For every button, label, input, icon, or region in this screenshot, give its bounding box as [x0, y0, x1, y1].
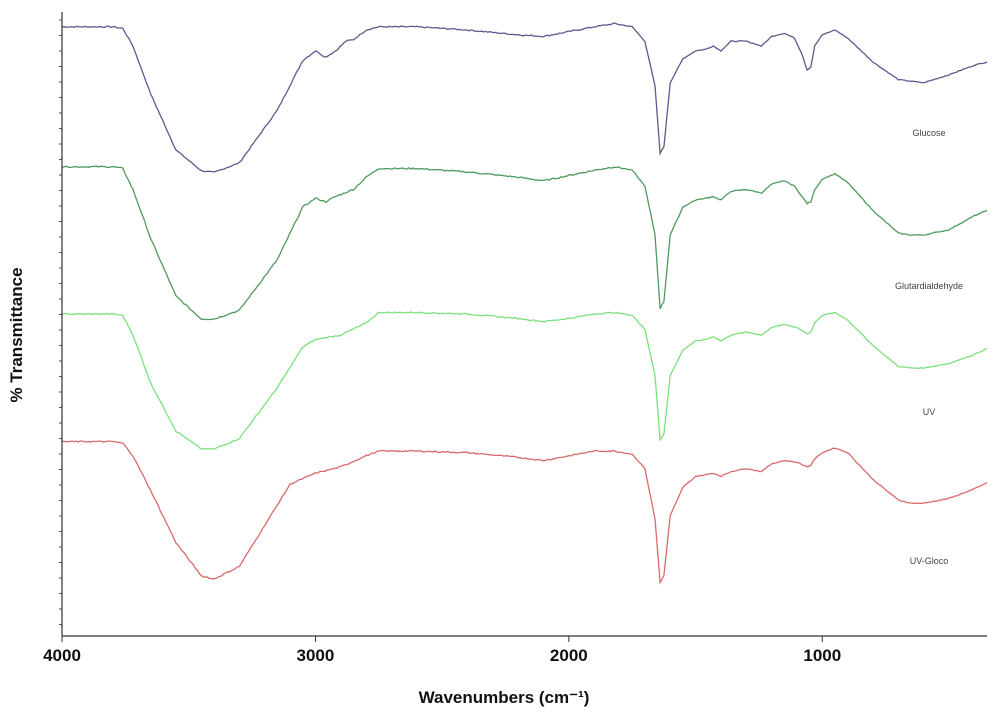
- series-labels: Glucose Glutardialdehyde UV UV-Gloco: [895, 128, 963, 566]
- series-line-uv-gloco: [61, 440, 988, 585]
- x-tick-label: 1000: [803, 646, 841, 665]
- series-line-glutardialdehyde: [61, 165, 988, 321]
- series-line-glucose: [61, 22, 988, 173]
- series-label: UV: [923, 407, 936, 417]
- series-label: Glucose: [912, 128, 945, 138]
- series-label: UV-Gloco: [910, 556, 949, 566]
- x-tick-label: 3000: [297, 646, 335, 665]
- series-line-uv: [61, 311, 988, 450]
- y-axis-title: % Transmittance: [7, 267, 26, 402]
- x-tick-label: 4000: [43, 646, 81, 665]
- spectrum-traces: [61, 22, 988, 585]
- x-tick-label: 2000: [550, 646, 588, 665]
- x-axis-title: Wavenumbers (cm⁻¹): [419, 688, 590, 707]
- plot-area: [62, 12, 987, 636]
- x-axis-ticks: 4000 3000 2000 1000: [43, 636, 841, 665]
- series-label: Glutardialdehyde: [895, 281, 963, 291]
